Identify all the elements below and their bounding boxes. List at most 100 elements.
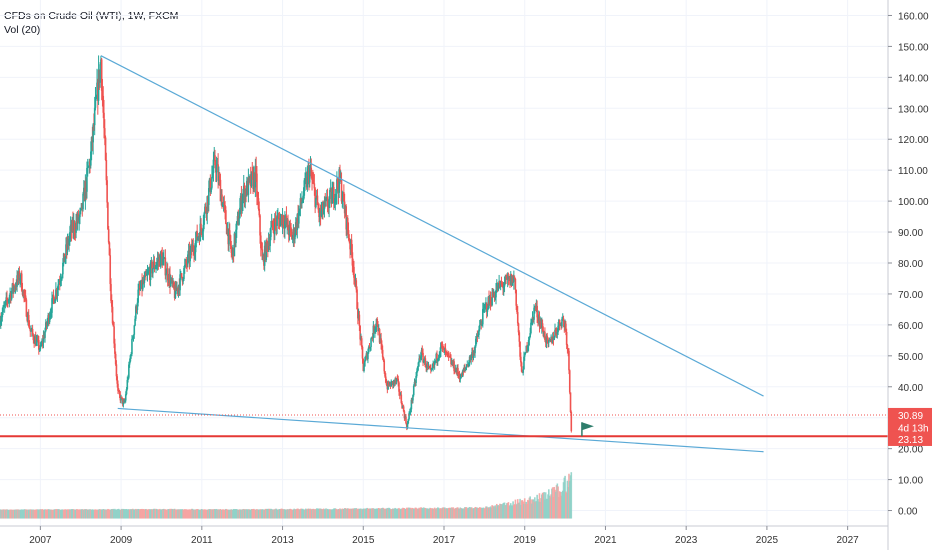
candle-body (332, 186, 335, 204)
candle-body (121, 396, 123, 399)
candle-body (266, 240, 268, 244)
candle-body (477, 334, 479, 337)
candle-body (397, 378, 400, 383)
candle-body (256, 196, 259, 199)
candle-body (27, 314, 30, 326)
candle-body (561, 318, 563, 327)
candle-body (73, 222, 76, 232)
x-tick-label: 2013 (271, 535, 294, 546)
candle-body (35, 340, 38, 346)
candle-body (203, 213, 205, 225)
candle-body (149, 262, 152, 281)
candle-body (409, 409, 412, 412)
candle-body (403, 411, 406, 419)
candle-body (23, 290, 25, 296)
y-tick-label: 130.00 (898, 104, 929, 115)
candle-body (570, 412, 573, 431)
candle-body (472, 352, 475, 358)
candle-body (355, 280, 358, 290)
candle-body (101, 90, 104, 96)
candle-body (250, 171, 253, 187)
candle-body (408, 413, 410, 420)
candle-body (352, 265, 354, 267)
candle-body (432, 363, 434, 368)
candle-body (279, 218, 282, 227)
candle-body (416, 371, 418, 376)
trendline-support (117, 407, 764, 453)
volume-bar (570, 472, 573, 519)
candle-body (461, 370, 464, 378)
candle-body (529, 333, 531, 337)
candle-body (125, 389, 128, 395)
candles (0, 55, 573, 433)
candle-body (415, 375, 417, 383)
candle-body (115, 364, 118, 377)
candle-body (189, 250, 191, 262)
candle-body (478, 329, 480, 335)
candle-body (132, 334, 135, 339)
candle-body (20, 273, 23, 291)
candle-body (350, 239, 353, 253)
candle-body (513, 277, 515, 282)
candle-body (131, 338, 134, 340)
candle-body (257, 198, 260, 209)
candle-body (374, 326, 377, 330)
candle-body (440, 342, 443, 346)
candle-body (491, 291, 493, 306)
candle-body (274, 218, 277, 223)
candle-body (339, 169, 341, 180)
candle-body (406, 423, 409, 429)
candle-body (410, 399, 413, 410)
candle-body (18, 271, 21, 281)
candle-body (482, 308, 484, 325)
candle-body (343, 192, 345, 202)
candle-body (75, 221, 77, 233)
candle-body (103, 128, 106, 138)
candle-body (440, 342, 442, 352)
candle-body (421, 350, 424, 353)
candle-body (554, 329, 556, 337)
candle-body (196, 231, 198, 240)
candle-body (165, 273, 167, 276)
candle-body (483, 306, 486, 308)
candle-body (380, 338, 382, 345)
trendline-resistance (100, 55, 764, 397)
candle-body (448, 355, 451, 357)
candle-body (44, 331, 46, 338)
x-tick-label: 2007 (29, 535, 52, 546)
candle-body (79, 208, 82, 212)
candle-body (114, 353, 117, 365)
candle-body (384, 371, 386, 377)
candle-body (90, 137, 93, 152)
candle-body (315, 197, 317, 207)
support-level-label: 23.13 (898, 435, 923, 446)
candle-body (87, 166, 90, 168)
candle-body (516, 305, 518, 313)
candle-body (476, 336, 479, 338)
candle-body (558, 319, 561, 326)
candle-body (126, 379, 129, 390)
candle-body (129, 355, 132, 362)
candle-body (238, 218, 240, 225)
candle-body (494, 297, 497, 299)
candle-body (289, 224, 292, 228)
candle-body (107, 229, 110, 243)
candle-body (229, 235, 232, 246)
candle-body (554, 329, 557, 332)
candle-body (200, 223, 202, 229)
candle-body (316, 195, 319, 206)
candle-body (142, 281, 144, 290)
y-tick-label: 50.00 (898, 352, 923, 363)
candle-body (92, 124, 94, 143)
candle-body (254, 166, 257, 188)
candle-body (173, 281, 175, 289)
candle-body (336, 179, 339, 187)
candle-body (192, 245, 195, 251)
candle-body (568, 370, 571, 393)
candle-body (94, 99, 97, 108)
candle-body (492, 291, 494, 297)
candle-body (381, 349, 384, 358)
candle-body (323, 200, 326, 210)
candle-body (239, 207, 241, 219)
